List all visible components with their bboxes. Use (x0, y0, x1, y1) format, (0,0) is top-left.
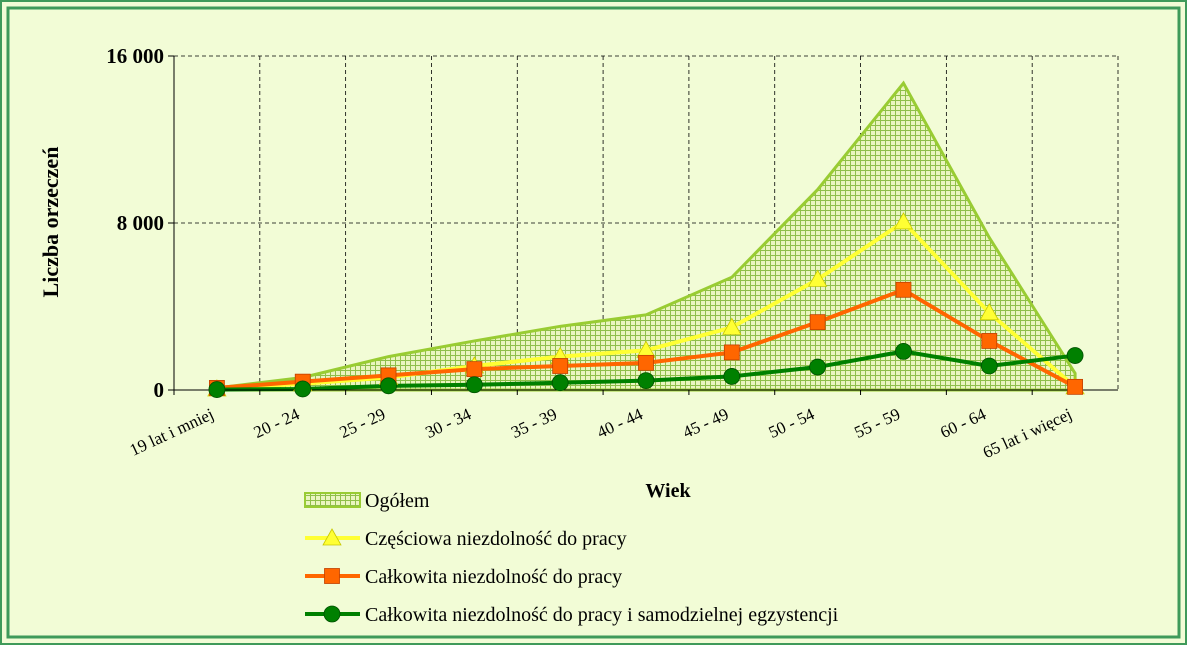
marker-circle (551, 374, 569, 392)
marker-triangle (807, 269, 828, 287)
legend-label: Ogółem (365, 490, 430, 512)
marker-circle (1066, 347, 1084, 364)
marker-square (723, 344, 740, 361)
marker-square (466, 361, 483, 378)
y-tick-label: 0 (154, 378, 165, 402)
marker-circle (465, 376, 483, 394)
marker-circle (980, 357, 998, 375)
marker-square (552, 358, 569, 374)
marker-circle (323, 605, 341, 623)
marker-circle (895, 342, 912, 360)
y-axis-label: Liczba orzeczeń (38, 147, 63, 298)
legend-swatch (304, 492, 361, 508)
marker-circle (723, 368, 741, 385)
marker-circle (208, 381, 226, 398)
marker-square (981, 333, 998, 349)
marker-circle (809, 358, 827, 376)
marker-triangle (979, 302, 999, 321)
marker-square (638, 354, 654, 371)
marker-circle (637, 372, 655, 390)
marker-square (809, 314, 826, 331)
marker-circle (294, 380, 312, 398)
y-tick-label: 8 000 (117, 211, 164, 235)
legend-label: Całkowita niezdolność do pracy (365, 566, 622, 588)
inner-frame (6, 6, 1181, 639)
legend-label: Częściowa niezdolność do pracy (365, 528, 627, 550)
y-tick-label: 16 000 (106, 44, 164, 68)
marker-square (895, 281, 912, 298)
marker-square (324, 568, 340, 584)
marker-circle (380, 377, 397, 395)
legend-label: Całkowita niezdolność do pracy i samodzi… (365, 604, 839, 626)
area (215, 80, 1077, 392)
marker-triangle (322, 528, 342, 546)
marker-triangle (722, 317, 742, 335)
marker-triangle (893, 212, 914, 230)
x-axis-label: Wiek (645, 480, 691, 502)
marker-square (1067, 378, 1083, 395)
